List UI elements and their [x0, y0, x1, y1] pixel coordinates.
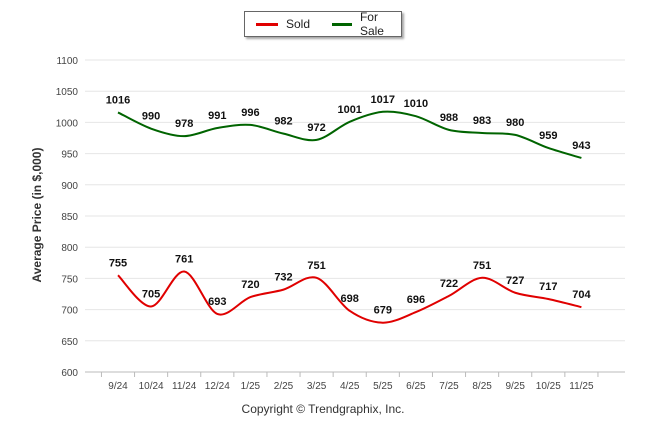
- y-tick-label: 700: [61, 306, 78, 317]
- x-tick-label: 9/25: [505, 381, 525, 392]
- data-label-for-sale: 959: [539, 130, 557, 142]
- x-tick-label: 1/25: [241, 381, 261, 392]
- y-tick-label: 1100: [56, 56, 78, 67]
- y-tick-label: 750: [61, 274, 78, 285]
- data-label-for-sale: 996: [241, 107, 259, 119]
- x-tick-label: 11/24: [172, 381, 197, 392]
- y-tick-label: 600: [61, 368, 78, 379]
- axes: 600 650 700 750 800 850 900 950 1000 1050 1100 9/24…: [56, 56, 625, 392]
- series-line-for-sale: [117, 110, 582, 159]
- x-tick-label: 2/25: [274, 381, 294, 392]
- data-label-for-sale: 978: [175, 118, 193, 130]
- data-label-for-sale: 1017: [371, 94, 395, 106]
- series-line-sold: [117, 270, 582, 324]
- y-tick-label: 950: [61, 150, 78, 161]
- data-label-sold: 717: [539, 281, 557, 293]
- y-tick-label: 800: [61, 243, 78, 254]
- data-label-for-sale: 1010: [404, 98, 428, 110]
- x-tick-label: 9/24: [108, 381, 128, 392]
- data-label-sold: 698: [341, 293, 359, 305]
- y-tick-label: 1050: [56, 87, 79, 98]
- x-tick-label: 8/25: [472, 381, 492, 392]
- legend: Sold For Sale: [244, 10, 402, 38]
- data-label-sold: 755: [109, 257, 127, 269]
- x-tick-label: 10/25: [536, 381, 561, 392]
- y-tick-label: 650: [61, 337, 78, 348]
- data-label-sold: 722: [440, 278, 458, 290]
- data-label-sold: 704: [572, 289, 591, 301]
- data-label-sold: 679: [374, 305, 392, 317]
- x-tick-label: 11/25: [569, 381, 594, 392]
- data-label-sold: 727: [506, 275, 524, 287]
- data-labels: 755 705 761 693 720 732 751 698 679 696 722 751 727 7…: [106, 94, 592, 317]
- y-tick-label: 850: [61, 212, 78, 223]
- data-label-sold: 761: [175, 254, 193, 266]
- data-label-for-sale: 990: [142, 111, 160, 123]
- data-label-for-sale: 972: [307, 122, 325, 134]
- data-label-sold: 705: [142, 288, 160, 300]
- legend-label-sold: Sold: [286, 17, 311, 31]
- data-label-sold: 720: [241, 279, 259, 291]
- x-tick-label: 5/25: [373, 381, 393, 392]
- data-label-for-sale: 980: [506, 117, 524, 129]
- x-tick-label: 12/24: [205, 381, 230, 392]
- data-label-for-sale: 1016: [106, 94, 130, 106]
- x-tick-label: 7/25: [439, 381, 459, 392]
- x-tick-label: 3/25: [307, 381, 327, 392]
- data-label-sold: 751: [307, 260, 325, 272]
- data-label-sold: 696: [407, 294, 425, 306]
- data-label-sold: 693: [208, 296, 226, 308]
- y-tick-label: 1000: [56, 118, 79, 129]
- data-label-for-sale: 991: [208, 110, 226, 122]
- data-label-sold: 732: [274, 272, 292, 284]
- x-tick-label: 10/24: [139, 381, 164, 392]
- data-label-for-sale: 1001: [337, 104, 361, 116]
- y-tick-label: 900: [61, 181, 78, 192]
- data-label-for-sale: 982: [274, 116, 292, 128]
- copyright-note: Copyright © Trendgraphix, Inc.: [241, 402, 405, 416]
- legend-label-for-sale: For Sale: [359, 10, 384, 38]
- x-tick-label: 6/25: [406, 381, 426, 392]
- x-tick-label: 4/25: [340, 381, 360, 392]
- data-label-for-sale: 983: [473, 115, 491, 127]
- legend-swatch-sold: [256, 22, 278, 26]
- legend-swatch-for-sale: [332, 22, 352, 26]
- grid-lines: [85, 59, 625, 373]
- series-lines: [117, 110, 582, 324]
- data-label-for-sale: 943: [572, 140, 590, 152]
- legend-item-sold[interactable]: Sold: [256, 17, 310, 31]
- data-label-sold: 751: [473, 260, 491, 272]
- data-label-for-sale: 988: [440, 112, 458, 124]
- y-axis-title: Average Price (in $,000): [30, 147, 44, 283]
- legend-item-for-sale[interactable]: For Sale: [332, 10, 401, 38]
